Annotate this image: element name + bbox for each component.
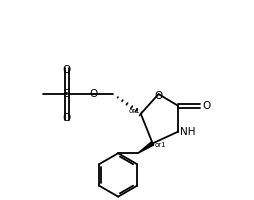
Text: O: O bbox=[63, 65, 71, 75]
Text: S: S bbox=[64, 89, 70, 99]
Text: O: O bbox=[202, 101, 211, 111]
Text: NH: NH bbox=[180, 127, 196, 137]
Text: or1: or1 bbox=[129, 108, 140, 114]
Text: or1: or1 bbox=[155, 142, 166, 148]
Text: O: O bbox=[63, 113, 71, 123]
Text: O: O bbox=[154, 91, 163, 101]
Text: O: O bbox=[89, 89, 98, 99]
Polygon shape bbox=[138, 142, 154, 153]
